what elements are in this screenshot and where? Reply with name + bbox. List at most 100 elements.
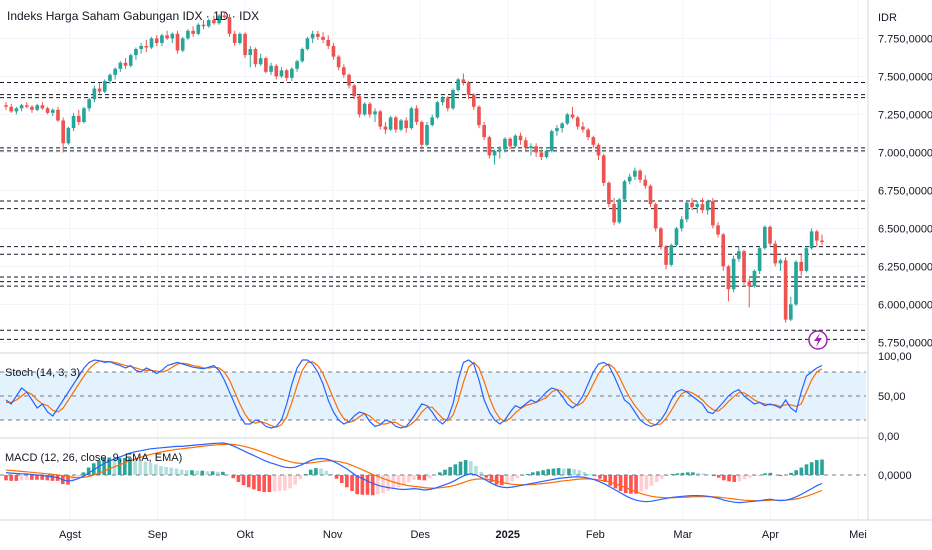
candle-body [711, 201, 715, 226]
candle-body [238, 33, 242, 43]
candle-body [612, 204, 616, 223]
candle-body [742, 251, 746, 282]
time-axis[interactable]: Agst Sep Okt Nov Des 2025 Feb Mar Apr Mei [59, 529, 867, 541]
stoch-indicator-title[interactable]: Stoch (14, 3, 3) [5, 367, 80, 379]
macd-histogram-bar [303, 473, 308, 475]
macd-histogram-bar [649, 475, 654, 486]
macd-histogram-bar [794, 470, 798, 475]
macd-histogram-bar [732, 475, 737, 482]
macd-histogram-bar [50, 475, 55, 481]
candlestick-series [4, 12, 824, 323]
candle-body [123, 62, 128, 66]
macd-histogram-bar [102, 457, 106, 475]
time-tick-label: Nov [323, 529, 343, 541]
price-tick-label: 7.750,0000 [878, 33, 932, 45]
candle-body [35, 105, 40, 110]
candle-body [508, 138, 512, 147]
candle-body [716, 225, 720, 235]
candle-body [445, 97, 450, 109]
candle-body [269, 65, 273, 72]
macd-histogram-bar [763, 473, 767, 475]
candle-body [518, 135, 523, 141]
macd-histogram-bar [386, 475, 390, 491]
candle-body [690, 202, 694, 208]
candle-body [300, 49, 305, 62]
candle-body [523, 140, 528, 148]
candle-body [726, 266, 731, 290]
candle-body [627, 176, 632, 182]
candle-body [721, 234, 726, 267]
candle-body [664, 246, 668, 265]
macd-histogram-bar [536, 471, 540, 475]
candle-body [40, 105, 45, 109]
macd-histogram-bar [272, 475, 277, 492]
candle-body [607, 182, 611, 205]
macd-histogram-bar [422, 475, 427, 481]
macd-histogram-bar [820, 459, 824, 475]
candle-body [165, 35, 169, 39]
time-tick-label: 2025 [496, 529, 520, 541]
macd-histogram-bar [9, 475, 13, 481]
macd-histogram-bar [489, 475, 494, 482]
candle-body [529, 146, 533, 148]
macd-histogram-bar [339, 475, 344, 483]
macd-histogram-bar [634, 475, 638, 494]
time-tick-label: Agst [59, 529, 81, 541]
macd-histogram-bar [71, 475, 75, 482]
lightning-badge-icon[interactable] [808, 330, 828, 350]
candle-body [487, 137, 492, 156]
candle-body [737, 251, 741, 259]
macd-histogram-bar [567, 468, 571, 475]
macd-histogram-bar [577, 470, 582, 475]
time-tick-label: Sep [148, 529, 168, 541]
macd-histogram-bar [314, 468, 318, 475]
macd-histogram-bar [484, 475, 489, 478]
candle-body [368, 103, 372, 115]
macd-histogram-bar [159, 465, 163, 475]
candle-body [596, 144, 601, 156]
candle-body [555, 128, 559, 132]
candle-body [399, 120, 403, 130]
macd-signal-line [5, 443, 823, 502]
macd-histogram-bar [675, 473, 680, 475]
currency-label[interactable]: IDR [878, 12, 897, 24]
macd-histogram-bar [722, 475, 726, 481]
chart-title: Indeks Harga Saham Gabungan IDX · 1D · I… [7, 9, 259, 23]
macd-histogram-bar [639, 475, 644, 492]
macd-histogram-bar [277, 475, 282, 491]
macd-histogram-bar [737, 475, 742, 482]
stoch-axis: 100,00 50,00 0,00 [878, 351, 912, 443]
candle-body [768, 226, 772, 244]
candle-body [591, 137, 596, 145]
macd-indicator-title[interactable]: MACD (12, 26, close, 9, EMA, EMA) [5, 452, 182, 464]
macd-histogram-bar [608, 475, 613, 486]
candle-body [342, 67, 346, 75]
candle-body [357, 96, 362, 115]
macd-histogram-bar [407, 475, 411, 483]
candle-body [679, 219, 684, 229]
candle-body [799, 261, 804, 271]
candle-body [409, 108, 414, 129]
macd-histogram-bar [288, 475, 292, 489]
macd-histogram-bar [24, 475, 29, 480]
candle-body [633, 170, 637, 177]
macd-histogram-bar [716, 475, 721, 478]
macd-histogram-bar [195, 470, 199, 475]
candle-body [347, 74, 351, 86]
candle-body [4, 105, 8, 107]
candle-body [435, 102, 440, 118]
macd-histogram-bar [644, 475, 649, 490]
stoch-k-line [5, 359, 823, 429]
candle-body [92, 88, 97, 100]
candle-body [539, 152, 544, 157]
candle-body [352, 85, 357, 97]
candle-body [284, 70, 289, 78]
candle-body [310, 33, 315, 39]
macd-histogram-bar [665, 475, 669, 477]
candle-body [425, 125, 429, 145]
macd-histogram-bar [711, 475, 716, 477]
candle-body [586, 129, 590, 138]
macd-histogram-bar [556, 468, 561, 475]
candle-body [814, 231, 819, 241]
candle-body [82, 108, 86, 122]
